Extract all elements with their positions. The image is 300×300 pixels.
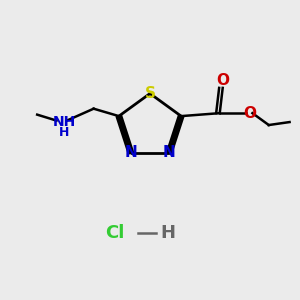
Text: S: S [145,86,155,101]
Text: H: H [59,126,69,139]
Text: O: O [216,73,229,88]
Text: N: N [124,145,137,160]
Text: H: H [160,224,175,242]
Text: Cl: Cl [105,224,124,242]
Text: NH: NH [52,115,76,129]
Text: O: O [243,106,256,121]
Text: N: N [163,145,175,160]
